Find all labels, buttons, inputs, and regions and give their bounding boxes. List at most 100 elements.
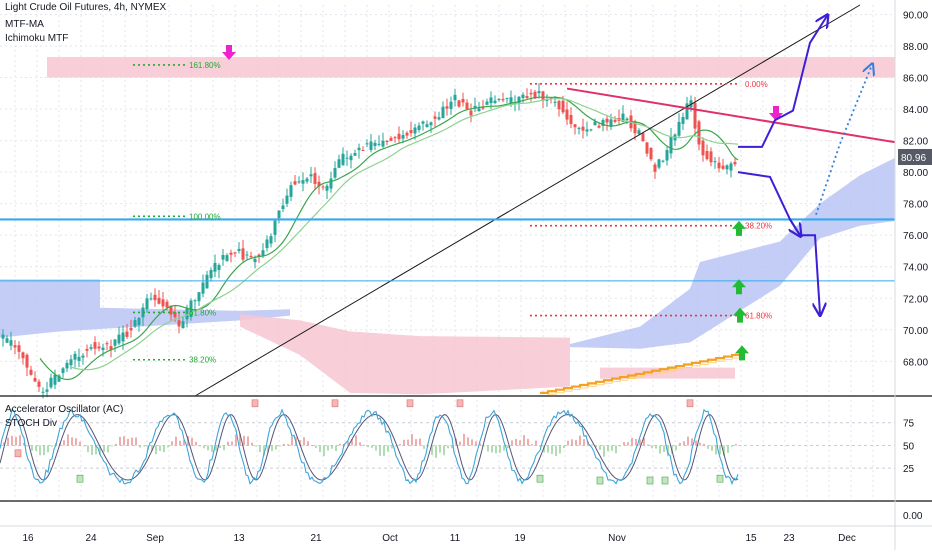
oscillator-bar — [19, 435, 21, 446]
candle-body — [697, 121, 701, 145]
candle-body — [653, 164, 657, 172]
candle-body — [385, 140, 389, 142]
oscillator-bar — [31, 445, 33, 451]
candle-body — [501, 99, 505, 101]
oscillator-bar — [123, 436, 125, 446]
candle-body — [121, 332, 125, 342]
oscillator-bar — [335, 445, 337, 451]
candle-body — [585, 129, 589, 132]
oscillator-bar — [415, 439, 417, 446]
candle-body — [5, 338, 9, 343]
oscillator-bar — [127, 438, 129, 446]
oscillator-bar — [563, 445, 565, 449]
candle-body — [405, 132, 409, 136]
oscillator-bar — [79, 441, 81, 446]
oscillator-bar — [255, 445, 257, 447]
x-axis-tick-label: 24 — [85, 533, 97, 544]
candle-body — [373, 142, 377, 146]
oscillator-bar — [423, 445, 425, 449]
candle-body — [457, 100, 461, 107]
oscillator-bar — [699, 442, 701, 446]
candle-body — [105, 343, 109, 345]
oscillator-tick-label: 0.00 — [903, 511, 923, 522]
up-arrow-marker — [733, 307, 747, 323]
oscillator-bar — [279, 445, 281, 447]
candle-body — [221, 254, 225, 260]
oscillator-bar — [619, 445, 621, 447]
candle-body — [333, 168, 337, 178]
candle-body — [357, 147, 361, 151]
candle-body — [589, 129, 593, 131]
oscillator-bar — [99, 445, 101, 455]
oscillator-bar — [263, 445, 265, 456]
candle-body — [721, 165, 725, 169]
oscillator-bar — [171, 441, 173, 446]
oscillator-bar — [339, 443, 341, 446]
oscillator-bar — [575, 439, 577, 446]
fib-level-label-green: 38.20% — [189, 356, 216, 365]
oscillator-bar — [547, 445, 549, 453]
oscillator-bar — [591, 444, 593, 446]
candle-body — [661, 160, 665, 162]
oscillator-bar — [43, 445, 45, 456]
candle-body — [109, 346, 113, 351]
candle-body — [677, 121, 681, 136]
oscillator-tick-label: 75 — [903, 419, 915, 430]
candle-body — [201, 282, 205, 294]
oscillator-bar — [203, 445, 205, 449]
fib-level-label-green: 61.80% — [189, 308, 216, 317]
oscillator-bar — [431, 445, 433, 455]
candle-body — [313, 173, 317, 184]
oscillator-bar — [159, 445, 161, 451]
oscillator-bar — [551, 445, 553, 455]
oscillator-bar — [11, 435, 13, 446]
oscillator-bar — [599, 445, 601, 450]
oscillator-bar — [315, 445, 317, 448]
candle-body — [517, 96, 521, 104]
candle-body — [709, 151, 713, 163]
candle-body — [265, 239, 269, 249]
oscillator-bar — [639, 439, 641, 446]
moving-average-fast — [39, 96, 739, 381]
oscillator-bar — [227, 441, 229, 446]
candle-body — [305, 178, 309, 182]
divergence-flag-bullish — [646, 476, 654, 485]
candle-body — [717, 162, 721, 169]
oscillator-bar — [531, 444, 533, 446]
candle-body — [645, 142, 649, 154]
candle-body — [209, 270, 213, 279]
oscillator-pane — [0, 395, 932, 502]
oscillator-bar — [439, 445, 441, 453]
oscillator-bar — [419, 438, 421, 446]
oscillator-bar — [535, 440, 537, 446]
oscillator-bar — [659, 445, 661, 454]
oscillator-bar — [683, 441, 685, 446]
candle-body — [569, 114, 573, 125]
y-axis-tick-label: 80.00 — [903, 168, 928, 179]
candle-body — [441, 106, 445, 119]
oscillator-bar — [251, 442, 253, 446]
oscillator-bar — [655, 445, 657, 449]
candle-body — [281, 205, 285, 210]
oscillator-bar — [623, 442, 625, 446]
divergence-flag-bearish — [331, 399, 339, 408]
candle-body — [465, 102, 469, 110]
candle-body — [61, 368, 65, 374]
candle-body — [49, 377, 53, 388]
candle-body — [565, 109, 569, 120]
candle-body — [345, 157, 349, 159]
oscillator-bar — [27, 445, 29, 447]
oscillator-bar — [515, 438, 517, 446]
oscillator-bar — [355, 435, 357, 446]
oscillator-bar — [91, 445, 93, 456]
ichimoku-cloud-blue-left — [0, 279, 290, 338]
oscillator-bar — [367, 445, 369, 448]
oscillator-bar — [307, 441, 309, 446]
oscillator-bar — [247, 436, 249, 446]
candle-body — [393, 137, 397, 139]
down-arrow-marker — [222, 45, 236, 60]
oscillator-bar — [479, 443, 481, 446]
